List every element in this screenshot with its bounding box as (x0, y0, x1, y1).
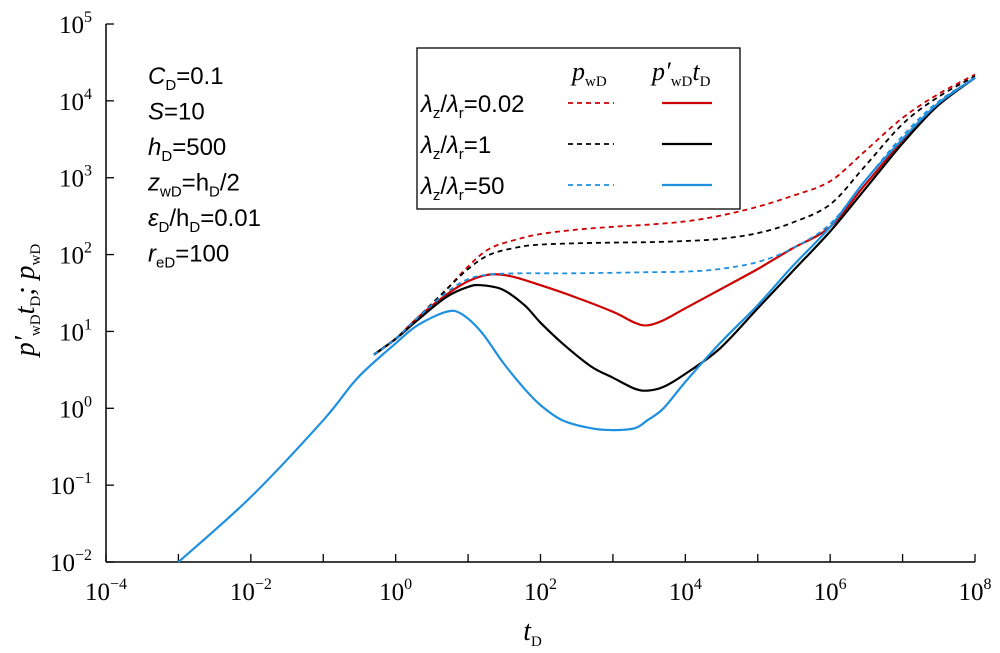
legend-entry-label: λz/λr=1 (419, 132, 491, 163)
y-tick-label: 102 (59, 240, 92, 270)
parameter-line: hD=500 (148, 134, 226, 165)
axis-tick-labels: 10−4 10−2 100 102 104 106 10810−210−1100101102… (50, 9, 992, 606)
y-tick-label: 101 (59, 316, 92, 346)
x-tick-label: 10−4 (85, 576, 127, 606)
legend: pwD p′wDtD λz/λr=0.02 λz/λr=1 λz/λr=50 (416, 47, 741, 210)
series-line-derivative-1 (373, 76, 976, 356)
legend-entry-label: λz/λr=0.02 (419, 91, 525, 122)
series-line-derivative-5 (177, 76, 976, 563)
parameter-line: S=10 (148, 99, 205, 126)
x-tick-label: 106 (814, 576, 847, 606)
series-line-derivative-3 (373, 76, 976, 392)
x-tick-label: 100 (379, 576, 412, 606)
y-tick-label: 104 (59, 86, 92, 116)
axis-titles: tD p′wDtD; pwD (10, 244, 542, 650)
parameter-line: reD=100 (148, 241, 229, 272)
series-group (177, 73, 976, 563)
y-tick-label: 105 (59, 9, 92, 39)
parameter-line: εD/hD=0.01 (148, 205, 261, 236)
legend-box (416, 47, 741, 210)
legend-header-pwd: pwD (570, 57, 607, 90)
x-axis-title: tD (523, 616, 542, 650)
parameter-annotations: CD=0.1 S=10 hD=500 zwD=hD/2 εD/hD=0.01 reD=10… (147, 63, 261, 272)
axis-ticks (105, 23, 976, 563)
y-tick-label: 10−2 (50, 547, 92, 577)
x-tick-label: 10−2 (230, 576, 272, 606)
y-tick-label: 10−1 (50, 470, 92, 500)
parameter-line: zwD=hD/2 (147, 170, 240, 201)
parameter-line: CD=0.1 (148, 63, 224, 94)
series-line-pwd-2 (373, 75, 976, 356)
y-tick-label: 100 (59, 393, 92, 423)
legend-entry-label: λz/λr=50 (419, 173, 505, 204)
x-tick-label: 102 (524, 576, 557, 606)
x-tick-label: 108 (959, 576, 992, 606)
y-axis-title: p′wDtD; pwD (10, 244, 44, 359)
x-tick-label: 104 (669, 576, 702, 606)
y-tick-label: 103 (59, 163, 92, 193)
legend-header-derivative: p′wDtD (650, 57, 711, 90)
